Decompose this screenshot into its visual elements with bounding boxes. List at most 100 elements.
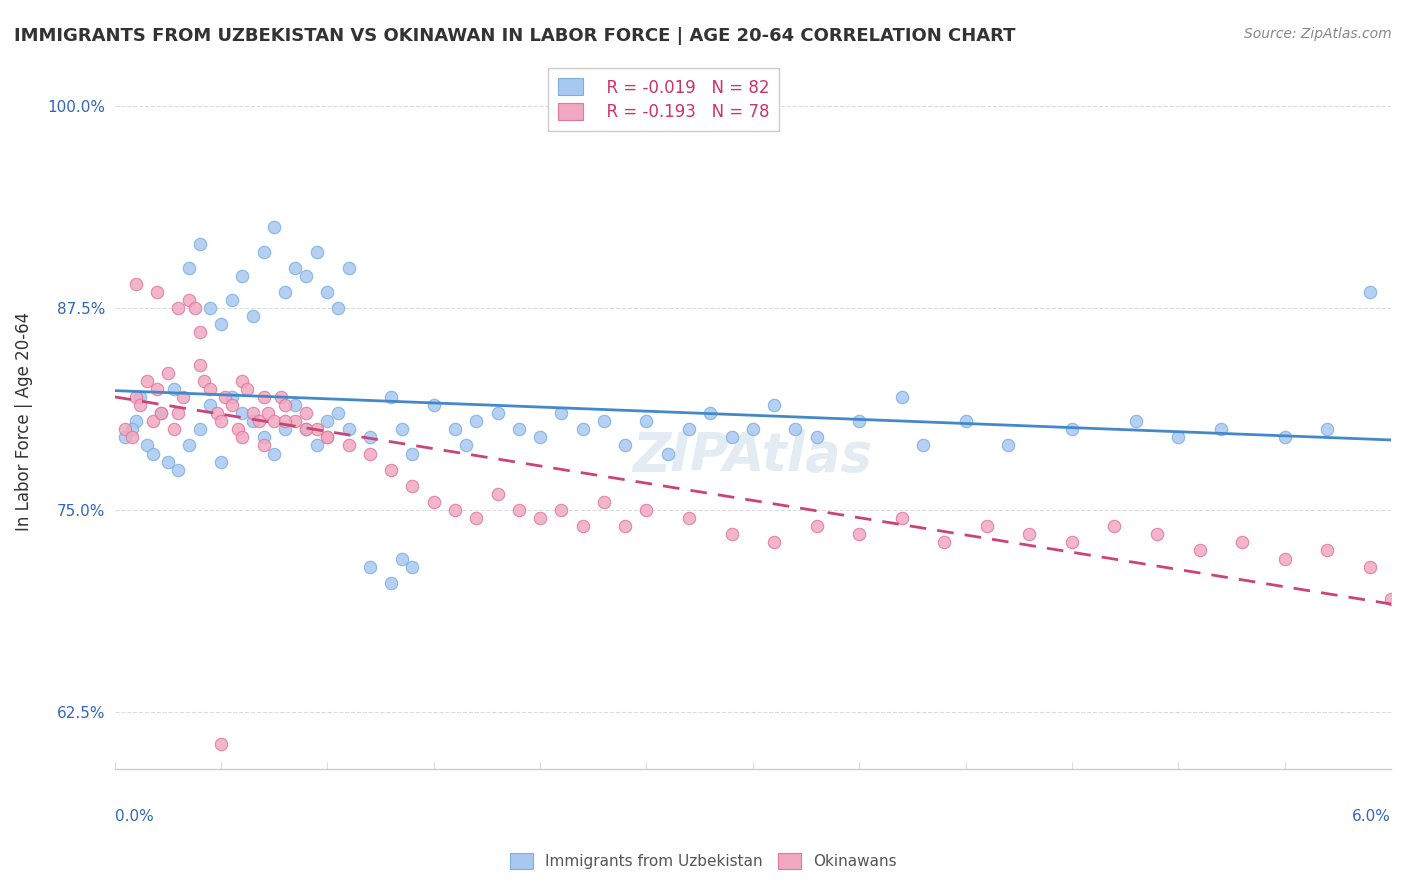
- Point: [316, 430, 339, 444]
- Point: [121, 430, 143, 444]
- Point: [444, 503, 467, 517]
- Point: [316, 430, 339, 444]
- Point: [295, 422, 318, 436]
- Point: [1167, 430, 1189, 444]
- Point: [114, 422, 136, 436]
- Point: [391, 551, 413, 566]
- Point: [188, 326, 211, 340]
- Point: [263, 220, 285, 235]
- Point: [1358, 559, 1381, 574]
- Point: [150, 406, 173, 420]
- Point: [1274, 551, 1296, 566]
- Point: [422, 495, 444, 509]
- Point: [550, 406, 572, 420]
- Point: [890, 511, 912, 525]
- Point: [997, 438, 1019, 452]
- Point: [235, 382, 257, 396]
- Point: [380, 463, 402, 477]
- Point: [284, 414, 307, 428]
- Point: [156, 455, 179, 469]
- Point: [550, 503, 572, 517]
- Point: [1188, 543, 1211, 558]
- Point: [200, 382, 222, 396]
- Point: [252, 438, 274, 452]
- Point: [465, 511, 488, 525]
- Point: [200, 398, 222, 412]
- Point: [359, 559, 381, 574]
- Point: [256, 406, 278, 420]
- Point: [337, 422, 360, 436]
- Point: [163, 382, 186, 396]
- Point: [571, 519, 593, 533]
- Point: [295, 422, 318, 436]
- Point: [720, 527, 742, 541]
- Point: [270, 390, 292, 404]
- Point: [209, 737, 232, 751]
- Point: [226, 422, 249, 436]
- Point: [274, 398, 297, 412]
- Point: [337, 260, 360, 275]
- Point: [614, 519, 637, 533]
- Point: [221, 293, 243, 307]
- Point: [274, 285, 297, 299]
- Point: [763, 535, 786, 549]
- Point: [571, 422, 593, 436]
- Point: [231, 406, 253, 420]
- Point: [242, 414, 264, 428]
- Point: [135, 374, 157, 388]
- Point: [209, 455, 232, 469]
- Point: [295, 268, 318, 283]
- Point: [359, 446, 381, 460]
- Point: [295, 406, 318, 420]
- Point: [274, 414, 297, 428]
- Point: [1146, 527, 1168, 541]
- Point: [188, 422, 211, 436]
- Y-axis label: In Labor Force | Age 20-64: In Labor Force | Age 20-64: [15, 311, 32, 531]
- Point: [1379, 591, 1402, 606]
- Point: [454, 438, 477, 452]
- Point: [720, 430, 742, 444]
- Point: [142, 446, 165, 460]
- Point: [508, 422, 530, 436]
- Point: [380, 575, 402, 590]
- Point: [1358, 285, 1381, 299]
- Point: [135, 438, 157, 452]
- Point: [678, 422, 700, 436]
- Point: [305, 244, 328, 259]
- Point: [305, 422, 328, 436]
- Point: [252, 390, 274, 404]
- Point: [242, 406, 264, 420]
- Point: [305, 438, 328, 452]
- Point: [209, 318, 232, 332]
- Point: [1060, 535, 1083, 549]
- Point: [1274, 430, 1296, 444]
- Point: [316, 285, 339, 299]
- Point: [263, 414, 285, 428]
- Point: [678, 511, 700, 525]
- Point: [934, 535, 956, 549]
- Point: [177, 293, 200, 307]
- Point: [486, 406, 509, 420]
- Point: [890, 390, 912, 404]
- Legend: Immigrants from Uzbekistan, Okinawans: Immigrants from Uzbekistan, Okinawans: [503, 847, 903, 875]
- Point: [231, 374, 253, 388]
- Point: [221, 390, 243, 404]
- Legend:   R = -0.019   N = 82,   R = -0.193   N = 78: R = -0.019 N = 82, R = -0.193 N = 78: [547, 69, 779, 131]
- Point: [699, 406, 721, 420]
- Point: [284, 260, 307, 275]
- Point: [146, 285, 169, 299]
- Point: [167, 463, 190, 477]
- Point: [284, 398, 307, 412]
- Point: [401, 446, 423, 460]
- Point: [422, 398, 444, 412]
- Point: [188, 236, 211, 251]
- Point: [1230, 535, 1253, 549]
- Point: [508, 503, 530, 517]
- Point: [359, 430, 381, 444]
- Point: [529, 430, 551, 444]
- Point: [848, 414, 870, 428]
- Point: [231, 268, 253, 283]
- Point: [326, 406, 349, 420]
- Point: [114, 430, 136, 444]
- Point: [785, 422, 807, 436]
